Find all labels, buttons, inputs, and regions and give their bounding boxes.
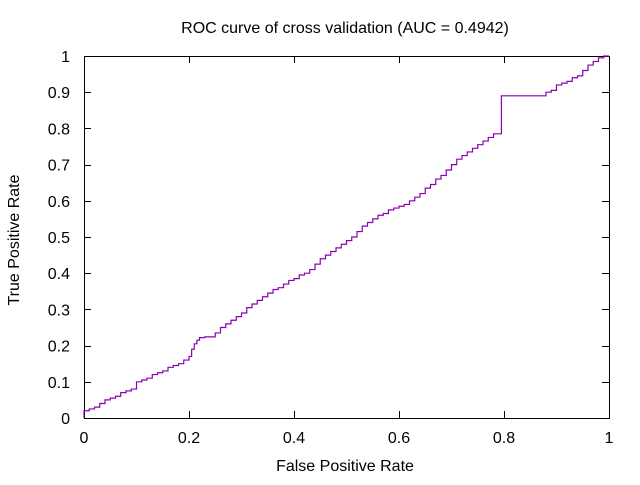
- y-tick-label: 0.5: [48, 230, 70, 247]
- y-tick-label: 0.3: [48, 302, 70, 319]
- x-tick-label: 0.2: [178, 430, 200, 447]
- series-layer: [83, 55, 609, 418]
- y-tick-label: 0.4: [48, 266, 70, 283]
- y-tick-label: 0.8: [48, 121, 70, 138]
- y-axis-label: True Positive Rate: [6, 174, 23, 305]
- y-axis-ticks: 0 0.1 0.2 0.3 0.4 0.5 0.6 0.7 0.8 0.9 1: [48, 49, 609, 428]
- roc-curve-line: [83, 55, 609, 418]
- y-tick-label: 0.7: [48, 158, 70, 175]
- y-tick-label: 1: [61, 49, 70, 66]
- y-tick-label: 0.9: [48, 85, 70, 102]
- y-tick-label: 0: [61, 411, 70, 428]
- x-tick-label: 0: [80, 430, 89, 447]
- x-axis-ticks: 0 0.2 0.4 0.6 0.8 1: [80, 56, 614, 447]
- x-tick-label: 1: [605, 430, 614, 447]
- x-tick-label: 0.4: [283, 430, 305, 447]
- x-tick-label: 0.8: [493, 430, 515, 447]
- x-axis-label: False Positive Rate: [276, 458, 414, 475]
- x-tick-label: 0.6: [388, 430, 410, 447]
- y-tick-label: 0.6: [48, 194, 70, 211]
- y-tick-label: 0.1: [48, 375, 70, 392]
- y-tick-label: 0.2: [48, 339, 70, 356]
- chart-title: ROC curve of cross validation (AUC = 0.4…: [181, 20, 509, 37]
